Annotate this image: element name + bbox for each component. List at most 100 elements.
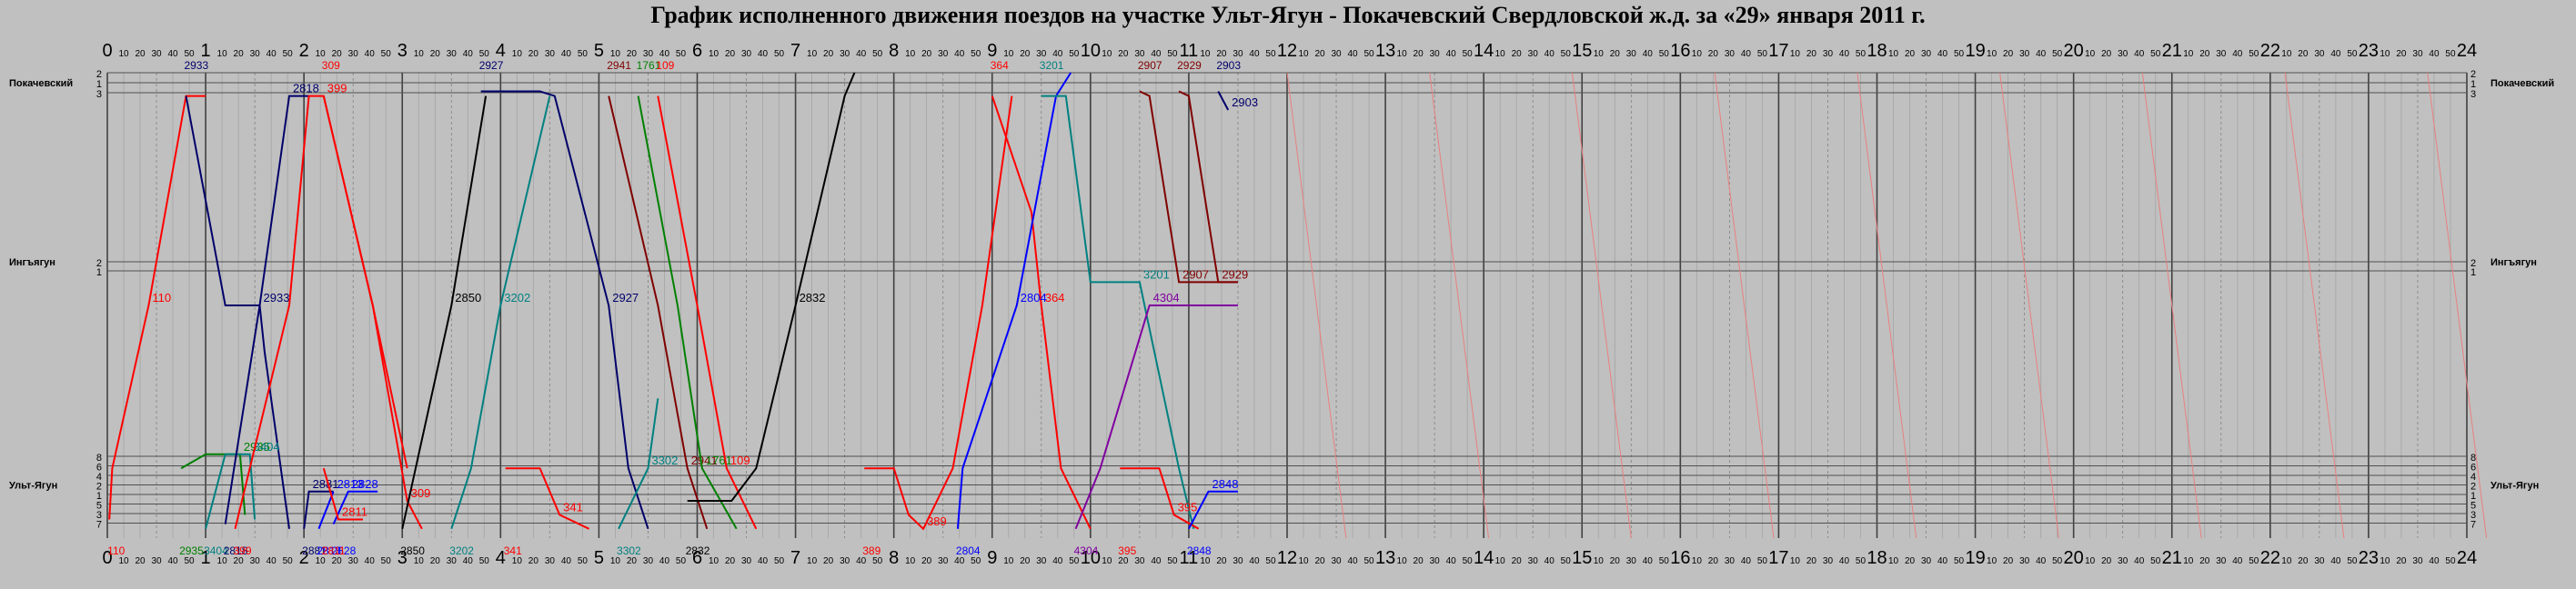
minute-label: 20 bbox=[234, 556, 245, 566]
train-number-label: 109 bbox=[730, 454, 750, 467]
hour-label: 7 bbox=[790, 41, 800, 61]
track-label-right: 3 bbox=[2470, 89, 2476, 100]
minute-label: 40 bbox=[1151, 49, 1162, 59]
minute-label: 40 bbox=[2036, 49, 2047, 59]
minute-label: 50 bbox=[283, 556, 294, 566]
minute-label: 50 bbox=[872, 556, 883, 566]
hour-label: 23 bbox=[2359, 41, 2379, 61]
minute-label: 50 bbox=[676, 49, 687, 59]
train-number-label: 2804 bbox=[1021, 291, 1047, 304]
hour-label: 10 bbox=[1081, 548, 1101, 568]
minute-label: 10 bbox=[1692, 556, 1703, 566]
minute-label: 40 bbox=[561, 556, 572, 566]
train-line bbox=[205, 453, 257, 530]
minute-label: 50 bbox=[774, 49, 785, 59]
train-end-label: 2935 bbox=[179, 544, 204, 557]
minute-label: 10 bbox=[1298, 556, 1309, 566]
train-line bbox=[956, 72, 1072, 529]
minute-label: 40 bbox=[1545, 556, 1555, 566]
minute-label: 20 bbox=[1216, 49, 1227, 59]
minute-label: 50 bbox=[185, 556, 196, 566]
minute-label: 20 bbox=[627, 49, 638, 59]
track-label-left: 3 bbox=[96, 89, 102, 100]
minute-label: 40 bbox=[267, 49, 277, 59]
hour-label: 22 bbox=[2260, 41, 2280, 61]
hour-label: 11 bbox=[1180, 41, 1199, 61]
track-label-left: 5 bbox=[96, 501, 102, 512]
minute-label: 10 bbox=[2085, 556, 2096, 566]
minute-label: 10 bbox=[217, 556, 228, 566]
minute-label: 30 bbox=[2019, 49, 2030, 59]
minute-label: 10 bbox=[610, 49, 621, 59]
minute-label: 50 bbox=[1167, 49, 1178, 59]
minute-label: 20 bbox=[2298, 556, 2309, 566]
train-line bbox=[687, 72, 856, 502]
minute-label: 50 bbox=[676, 556, 687, 566]
hour-label: 8 bbox=[889, 41, 899, 61]
minute-label: 10 bbox=[610, 556, 621, 566]
planned-line bbox=[1286, 72, 1347, 539]
minute-label: 10 bbox=[1495, 556, 1506, 566]
minute-label: 50 bbox=[1069, 556, 1080, 566]
minute-label: 10 bbox=[1790, 49, 1801, 59]
minute-label: 30 bbox=[643, 556, 654, 566]
train-number-label: 399 bbox=[327, 82, 347, 95]
minute-label: 40 bbox=[856, 49, 867, 59]
train-line bbox=[332, 490, 378, 525]
minute-label: 30 bbox=[545, 49, 556, 59]
minute-label: 50 bbox=[2052, 49, 2063, 59]
train-number-label: 3202 bbox=[504, 291, 530, 304]
planned-line bbox=[1857, 72, 1917, 539]
minute-label: 40 bbox=[1937, 556, 1948, 566]
minute-label: 40 bbox=[167, 49, 178, 59]
train-number-label: 2848 bbox=[1213, 477, 1239, 491]
hour-label: 17 bbox=[1768, 41, 1788, 61]
minute-label: 40 bbox=[758, 556, 769, 566]
minute-label: 20 bbox=[1806, 556, 1817, 566]
minute-label: 30 bbox=[348, 49, 359, 59]
minute-label: 40 bbox=[1643, 49, 1654, 59]
train-end-label: 2881 bbox=[302, 544, 327, 557]
hour-label: 4 bbox=[496, 548, 506, 568]
train-number-label: 395 bbox=[1178, 500, 1198, 514]
train-line bbox=[637, 95, 738, 530]
train-end-label: 3202 bbox=[449, 544, 474, 557]
hour-label: 16 bbox=[1670, 41, 1690, 61]
minute-label: 20 bbox=[1708, 49, 1719, 59]
train-end-label: 110 bbox=[107, 544, 125, 557]
minute-label: 50 bbox=[1265, 556, 1276, 566]
train-end-label: 3302 bbox=[617, 544, 641, 557]
minute-label: 30 bbox=[1921, 49, 1932, 59]
track-label-right: 4 bbox=[2470, 472, 2476, 483]
minute-label: 40 bbox=[1643, 556, 1654, 566]
train-line bbox=[322, 467, 363, 521]
minute-label: 40 bbox=[2330, 49, 2341, 59]
train-number-label: 2881 bbox=[313, 477, 339, 491]
planned-line bbox=[1999, 72, 2059, 539]
minute-label: 10 bbox=[1200, 556, 1211, 566]
hour-label: 20 bbox=[2064, 548, 2084, 568]
minute-label: 30 bbox=[2216, 49, 2227, 59]
hour-label: 18 bbox=[1867, 41, 1887, 61]
hour-label: 3 bbox=[397, 548, 408, 568]
minute-label: 40 bbox=[1249, 556, 1260, 566]
minute-label: 20 bbox=[1314, 556, 1325, 566]
minute-label: 30 bbox=[1134, 556, 1145, 566]
train-number-label: 1761 bbox=[706, 454, 732, 467]
minute-label: 20 bbox=[2101, 556, 2112, 566]
minute-label: 40 bbox=[1249, 49, 1260, 59]
train-end-label: 1761 bbox=[637, 59, 661, 72]
train-number-label: 3302 bbox=[651, 454, 678, 467]
minute-label: 50 bbox=[381, 556, 392, 566]
minute-label: 20 bbox=[725, 556, 736, 566]
hour-label: 19 bbox=[1965, 41, 1985, 61]
train-number-label: 2850 bbox=[455, 291, 481, 304]
hour-label: 4 bbox=[496, 41, 506, 61]
station-label-right: Ингъягун bbox=[2490, 257, 2537, 268]
minute-label: 30 bbox=[447, 556, 458, 566]
minute-label: 10 bbox=[316, 556, 327, 566]
minute-label: 20 bbox=[2199, 49, 2210, 59]
minute-label: 20 bbox=[135, 556, 146, 566]
minute-label: 20 bbox=[234, 49, 245, 59]
minute-label: 30 bbox=[840, 49, 850, 59]
